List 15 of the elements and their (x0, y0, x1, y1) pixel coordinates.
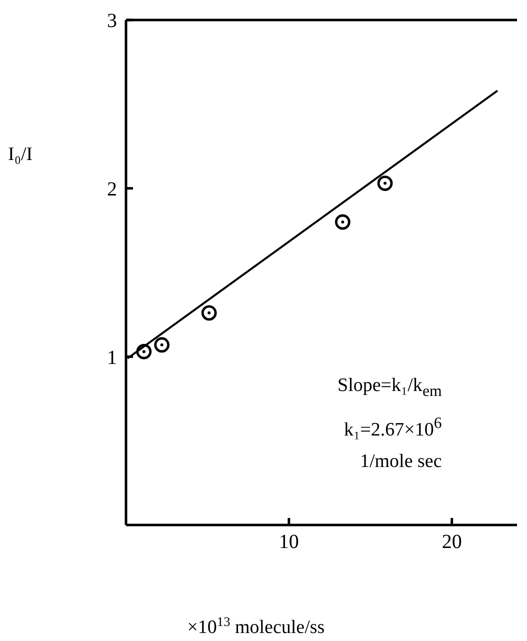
annotation: k₁=2.67×10$^{6}$ (343, 414, 442, 442)
y-tick-label: 1 (107, 346, 117, 369)
point (154, 337, 170, 353)
x-tick-label: 20 (442, 531, 462, 554)
point (377, 176, 393, 191)
annotation: 1/mole sec (359, 450, 442, 474)
x-tick-label: 10 (278, 531, 299, 554)
y-tick-label: 3 (107, 10, 117, 32)
y-tick-label: 2 (107, 178, 117, 200)
point (334, 214, 350, 230)
point (136, 344, 152, 360)
x-axis-title: ×10$^{13}$ molecule/ss (187, 614, 325, 638)
point (201, 305, 217, 321)
y-axis-title: I₀/I (8, 144, 33, 165)
annotation: Slope=k₁/k$_{em}$ (336, 374, 442, 402)
